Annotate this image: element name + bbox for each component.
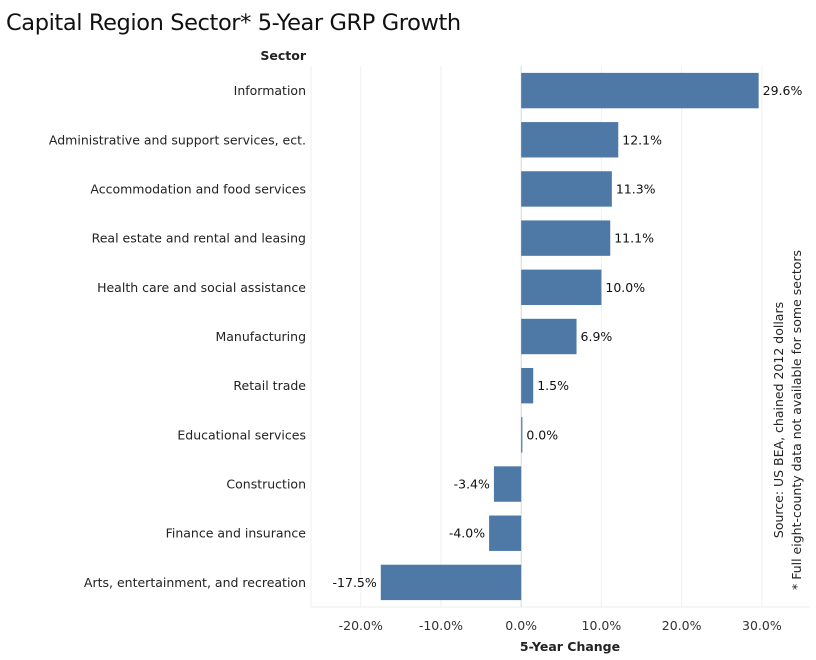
value-label: 11.3% [616, 181, 656, 196]
row-header: Sector [260, 48, 306, 63]
bar[interactable] [489, 515, 522, 551]
bar[interactable] [521, 122, 619, 158]
bar[interactable] [521, 318, 577, 355]
category-label: Accommodation and food services [90, 181, 306, 196]
bar[interactable] [521, 72, 759, 109]
value-label: 0.0% [526, 427, 558, 442]
x-axis-ticks: -20.0% -10.0% 0.0% 10.0% 20.0% 30.0% [339, 618, 782, 633]
value-label: 6.9% [581, 329, 613, 344]
x-tick-label: -10.0% [419, 618, 463, 633]
x-tick-label: 20.0% [662, 618, 702, 633]
bar[interactable] [521, 220, 611, 256]
bar[interactable] [380, 564, 522, 601]
category-label: Construction [226, 477, 306, 492]
category-label: Manufacturing [215, 329, 306, 344]
bar[interactable] [521, 269, 602, 306]
value-label: 12.1% [622, 132, 662, 147]
bar[interactable] [493, 466, 522, 502]
category-label: Arts, entertainment, and recreation [84, 575, 306, 590]
x-axis-title: 5-Year Change [519, 639, 621, 654]
value-label: -4.0% [449, 526, 485, 541]
x-tick-label: -20.0% [339, 618, 383, 633]
category-label: Finance and insurance [166, 526, 307, 541]
category-label: Health care and social assistance [97, 280, 306, 295]
bar[interactable] [521, 367, 534, 404]
category-label: Administrative and support services, ect… [49, 132, 306, 147]
value-label: -17.5% [333, 575, 377, 590]
x-tick-label: 30.0% [742, 618, 782, 633]
category-label: Retail trade [233, 378, 306, 393]
category-label: Real estate and rental and leasing [92, 231, 306, 246]
value-label: 11.1% [614, 231, 654, 246]
x-tick-label: 10.0% [582, 618, 622, 633]
value-label: 1.5% [537, 378, 569, 393]
category-label: Information [234, 83, 306, 98]
bar[interactable] [521, 417, 523, 453]
value-label: 29.6% [763, 83, 803, 98]
value-label: -3.4% [454, 477, 490, 492]
bar[interactable] [521, 171, 612, 207]
value-labels: 29.6% 12.1% 11.3% 11.1% 10.0% 6.9% 1.5% 0.0% -3.… [333, 83, 803, 590]
value-label: 10.0% [605, 280, 645, 295]
bars [380, 72, 759, 601]
x-tick-label: 0.0% [505, 618, 537, 633]
category-labels: Information Administrative and support se… [49, 83, 306, 590]
category-label: Educational services [177, 427, 306, 442]
chart-title: Capital Region Sector* 5-Year GRP Growth [6, 10, 461, 36]
